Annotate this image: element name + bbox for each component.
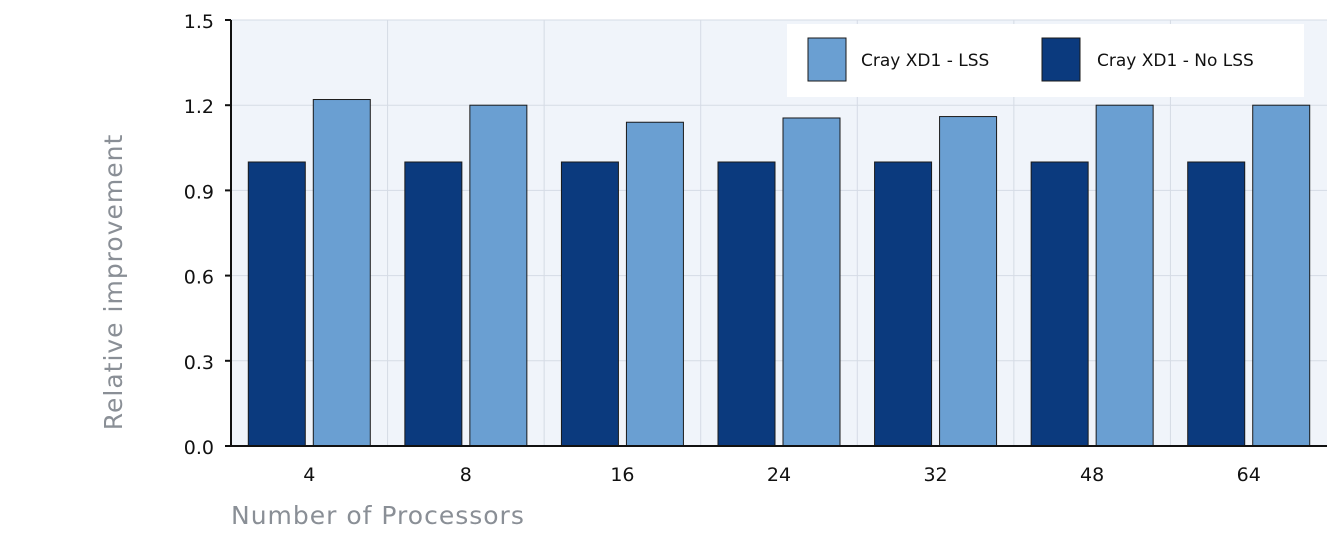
y-axis-title: Relative improvement [99, 134, 128, 431]
y-tick-label: 1.2 [184, 96, 214, 118]
x-tick-labels: 4 8 16 24 32 48 64 [303, 464, 1261, 486]
legend: Cray XD1 - LSS Cray XD1 - No LSS [787, 24, 1304, 97]
bar-no-lss-24 [717, 161, 776, 447]
y-tick-label: 0.9 [184, 181, 214, 203]
x-tick-label: 32 [923, 464, 947, 486]
x-tick-label: 4 [303, 464, 315, 486]
legend-label: Cray XD1 - LSS [861, 51, 989, 71]
y-tick-label: 0.3 [184, 352, 214, 374]
x-tick-label: 64 [1237, 464, 1261, 486]
y-tick-label: 0.6 [184, 267, 214, 289]
bar-lss-64 [1252, 104, 1311, 447]
y-tick-labels: 0.0 0.3 0.6 0.9 1.2 1.5 [184, 11, 214, 459]
bar-lss-32 [939, 116, 998, 447]
y-tick-label: 1.5 [184, 11, 214, 33]
bar-lss-8 [469, 104, 528, 447]
bar-no-lss-32 [874, 161, 933, 447]
legend-swatch [807, 37, 847, 82]
bar-no-lss-48 [1030, 161, 1089, 447]
bar-lss-4 [312, 99, 371, 447]
x-tick-label: 16 [610, 464, 634, 486]
bar-lss-16 [625, 121, 684, 447]
x-tick-label: 48 [1080, 464, 1104, 486]
legend-label: Cray XD1 - No LSS [1097, 51, 1254, 71]
x-tick-label: 24 [767, 464, 791, 486]
y-tick-label: 0.0 [184, 437, 214, 459]
legend-swatch [1041, 37, 1081, 82]
bar-lss-48 [1095, 104, 1154, 447]
bar-lss-24 [782, 117, 841, 447]
bar-no-lss-8 [404, 161, 463, 447]
axes [225, 19, 1327, 447]
x-tick-label: 8 [460, 464, 472, 486]
x-axis-title: Number of Processors [231, 501, 525, 530]
bar-no-lss-4 [247, 161, 306, 447]
bars [247, 99, 1311, 447]
bar-no-lss-16 [560, 161, 619, 447]
bar-no-lss-64 [1187, 161, 1246, 447]
